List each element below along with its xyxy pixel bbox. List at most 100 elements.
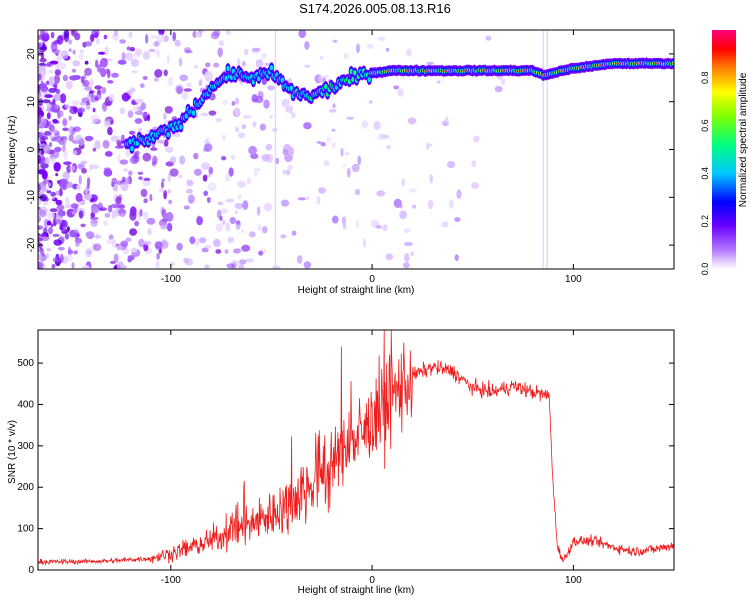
- noise-blob: [156, 139, 165, 144]
- noise-blob: [38, 169, 45, 175]
- y-tick-label: 400: [17, 399, 34, 410]
- colorbar-tick-label: 0.2: [700, 215, 710, 228]
- noise-blob: [323, 160, 330, 166]
- noise-blob: [203, 190, 209, 196]
- noise-blob: [76, 233, 81, 237]
- noise-blob: [164, 106, 173, 114]
- noise-blob: [121, 92, 130, 102]
- colorbar-label: Normalized spectral amplitude: [738, 72, 749, 207]
- noise-blob: [112, 32, 120, 41]
- noise-blob: [403, 228, 411, 233]
- noise-blob: [130, 247, 138, 253]
- noise-blob: [40, 163, 49, 169]
- noise-blob: [107, 126, 113, 136]
- noise-blob: [45, 181, 52, 188]
- noise-blob: [235, 126, 240, 133]
- noise-blob: [78, 138, 85, 146]
- noise-blob: [204, 244, 212, 249]
- noise-blob: [436, 80, 441, 84]
- noise-blob: [298, 30, 307, 39]
- noise-blob: [84, 135, 94, 142]
- ridge-mid: [289, 85, 294, 91]
- noise-blob: [58, 139, 65, 146]
- noise-blob: [163, 139, 169, 147]
- noise-blob: [494, 85, 503, 93]
- noise-blob: [222, 99, 228, 105]
- noise-blob: [50, 191, 56, 197]
- noise-blob: [200, 112, 209, 117]
- noise-blob: [103, 220, 108, 226]
- spectrogram-ylabel: Frequency (Hz): [7, 116, 18, 185]
- noise-blob: [125, 148, 131, 158]
- noise-blob: [166, 54, 170, 64]
- noise-blob: [107, 69, 111, 79]
- noise-blob: [166, 222, 173, 232]
- noise-blob: [269, 114, 273, 119]
- noise-blob: [254, 95, 264, 104]
- noise-blob: [361, 120, 369, 129]
- noise-blob: [68, 134, 74, 142]
- noise-blob: [75, 192, 83, 203]
- noise-blob: [205, 62, 211, 68]
- noise-blob: [500, 78, 506, 86]
- noise-blob: [118, 204, 126, 209]
- noise-blob: [110, 120, 114, 125]
- noise-blob: [163, 69, 168, 77]
- noise-blob: [38, 34, 44, 40]
- noise-blob: [402, 262, 410, 269]
- colorbar-tick-label: 0.0: [700, 263, 710, 276]
- noise-blob: [303, 261, 312, 269]
- noise-blob: [189, 236, 196, 245]
- noise-blob: [84, 67, 92, 76]
- noise-blob: [84, 187, 88, 194]
- noise-blob: [316, 195, 321, 205]
- noise-blob: [70, 30, 78, 37]
- x-tick-label: -100: [161, 575, 181, 586]
- noise-blob: [409, 188, 417, 193]
- noise-blob: [126, 46, 131, 51]
- noise-blob: [196, 216, 204, 226]
- noise-blob: [343, 52, 350, 60]
- noise-blob: [152, 155, 158, 165]
- ridge-mid: [179, 124, 183, 130]
- noise-blob: [90, 216, 99, 221]
- noise-blob: [357, 155, 362, 166]
- noise-blob: [441, 221, 449, 228]
- snr-xlabel: Height of straight line (km): [298, 585, 415, 596]
- noise-blob: [148, 48, 156, 53]
- noise-blob: [39, 46, 47, 50]
- noise-blob: [52, 98, 56, 106]
- noise-blob: [62, 171, 70, 181]
- noise-blob: [38, 89, 41, 99]
- noise-blob: [142, 51, 151, 60]
- noise-blob: [176, 86, 183, 95]
- snr-panel: -100 0 100 0 100 200 300 400 500 Height of strai…: [7, 329, 675, 596]
- snr-series-line: [38, 330, 674, 566]
- spectrogram-xlabel: Height of straight line (km): [298, 285, 415, 296]
- noise-blob: [448, 199, 454, 209]
- noise-blob: [320, 142, 326, 147]
- noise-blob: [90, 94, 97, 103]
- noise-blob: [163, 35, 169, 42]
- noise-blob: [64, 181, 74, 189]
- noise-blob: [256, 206, 261, 216]
- noise-blob: [64, 32, 69, 43]
- noise-blob: [238, 263, 245, 269]
- noise-blob: [340, 147, 344, 157]
- snr-ylabel: SNR (10 * v/v): [7, 420, 18, 484]
- noise-blob: [121, 52, 126, 61]
- y-tick-label: 100: [17, 524, 34, 535]
- ridge-mid: [166, 131, 170, 138]
- noise-blob: [55, 215, 63, 225]
- noise-blob: [356, 43, 360, 54]
- noise-blob: [285, 169, 291, 176]
- noise-blob: [261, 154, 270, 162]
- noise-blob: [43, 131, 52, 136]
- noise-blob: [91, 30, 100, 38]
- noise-blob: [128, 130, 136, 135]
- noise-blob: [47, 211, 56, 221]
- noise-blob: [237, 180, 246, 188]
- noise-blob: [318, 75, 323, 82]
- noise-blob: [224, 249, 229, 255]
